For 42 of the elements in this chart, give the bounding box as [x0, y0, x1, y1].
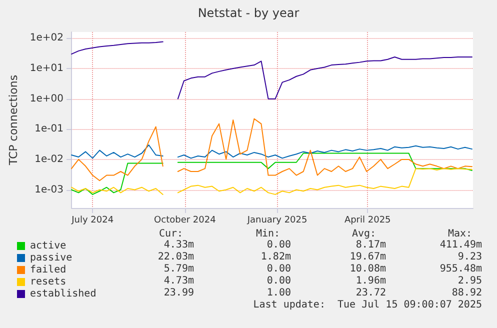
- legend-label: passive: [30, 252, 72, 264]
- text: Min:: [256, 228, 280, 240]
- y-tick-label: 1e+00: [30, 93, 64, 104]
- text: 0.00: [266, 276, 291, 286]
- text: 0.00: [266, 240, 291, 250]
- chart-title: Netstat - by year: [198, 6, 300, 20]
- text: 23.99: [164, 288, 194, 298]
- y-tick-label: 1e-01: [34, 124, 64, 135]
- y-axis-title: TCP connections: [7, 74, 20, 166]
- text: 9.23: [458, 252, 482, 262]
- y-tick-label: 1e+01: [30, 63, 64, 74]
- text: 4.33m: [164, 240, 194, 250]
- text: 23.72: [356, 288, 386, 298]
- text: 5.79m: [164, 264, 194, 274]
- x-tick-label: January 2025: [246, 216, 308, 226]
- text: Max:: [448, 228, 472, 240]
- legend-label: resets: [30, 276, 66, 288]
- text: 10.08m: [350, 264, 386, 274]
- y-tick-label: 1e-02: [34, 154, 64, 165]
- text: 1.96m: [356, 276, 386, 286]
- text: 0.00: [266, 264, 291, 274]
- text: 2.95: [458, 276, 482, 286]
- x-tick-label: July 2024: [70, 216, 114, 226]
- legend-label: active: [30, 240, 66, 252]
- text: 22.03m: [158, 252, 194, 262]
- text: Cur:: [159, 228, 184, 240]
- text: Avg:: [352, 228, 376, 240]
- x-tick-label: October 2024: [154, 216, 216, 226]
- y-tick-label: 1e-03: [34, 184, 64, 196]
- text: 88.92: [452, 288, 482, 298]
- x-tick-label: April 2025: [344, 216, 391, 226]
- y-tick-label: 1e+02: [30, 32, 64, 44]
- text: 19.67m: [350, 252, 386, 262]
- text: 955.48m: [440, 264, 482, 274]
- legend-label: failed: [30, 264, 66, 276]
- text: 1.82m: [260, 252, 291, 262]
- text: 411.49m: [440, 240, 482, 250]
- text: Last update: Tue Jul 15 09:00:07 2025: [253, 300, 482, 310]
- text: 4.73m: [164, 276, 194, 286]
- legend-label: established: [30, 288, 96, 300]
- text: 8.17m: [356, 240, 386, 250]
- text: 1.00: [266, 288, 291, 298]
